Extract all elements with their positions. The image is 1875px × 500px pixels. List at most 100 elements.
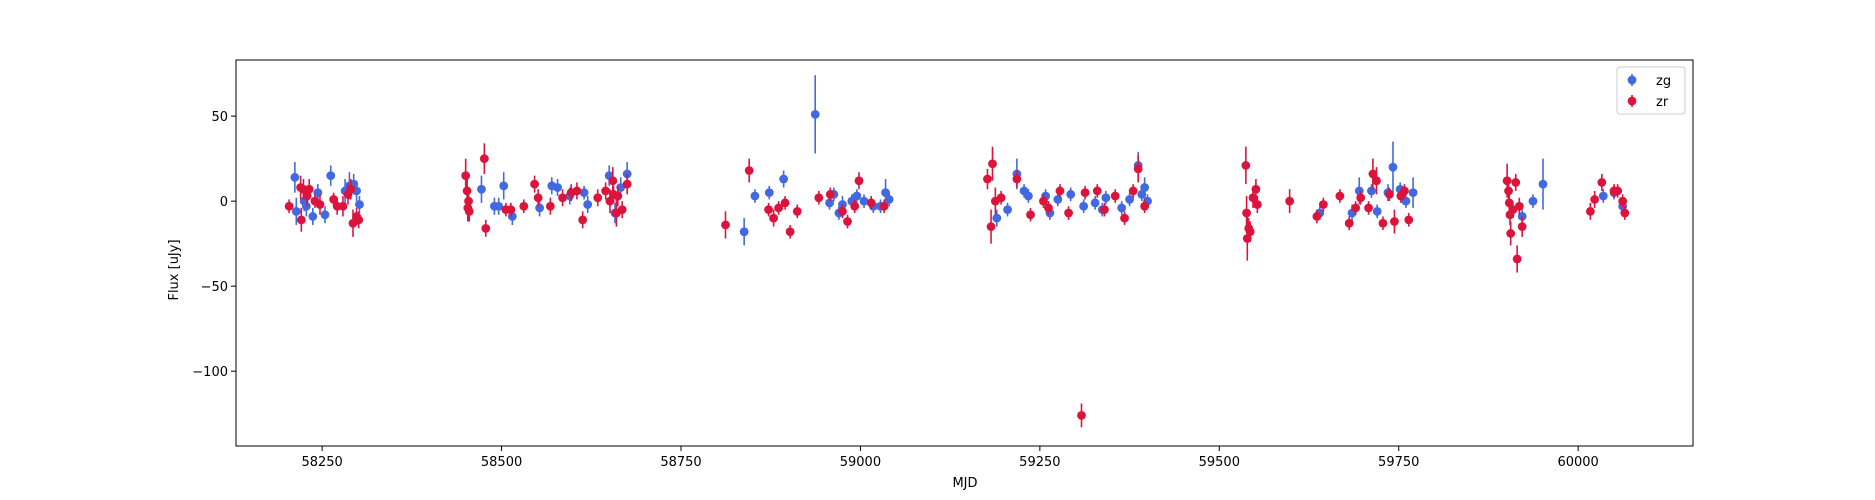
data-point-zg: [825, 198, 834, 208]
data-point-zg: [1140, 183, 1150, 192]
data-point-zr: [1064, 208, 1073, 218]
data-point-zr: [1044, 203, 1053, 213]
data-point-zr: [1400, 186, 1409, 196]
data-point-zg: [290, 172, 300, 182]
x-tick-label: 58250: [301, 455, 342, 470]
data-point-zr: [721, 220, 730, 230]
data-point-zg: [1388, 162, 1398, 172]
data-point-zr: [1252, 200, 1262, 209]
data-point-zg: [1066, 189, 1076, 199]
data-point-zr: [1514, 201, 1524, 211]
data-point-zr: [622, 179, 632, 189]
data-point-zr: [1128, 186, 1138, 196]
data-point-zr: [1618, 196, 1628, 206]
data-point-zr: [866, 198, 876, 208]
data-point-zr: [814, 193, 824, 203]
data-point-zr: [608, 176, 618, 186]
data-point-zr: [1508, 205, 1518, 215]
data-point-zr: [1251, 184, 1261, 194]
data-point-zr: [1318, 200, 1328, 209]
data-point-zr: [354, 215, 364, 225]
data-point-zg: [1598, 191, 1608, 201]
data-point-zr: [1055, 186, 1065, 196]
data-point-zg: [535, 203, 545, 213]
data-point-zr: [1368, 169, 1378, 179]
data-point-zg: [1090, 198, 1100, 208]
data-point-zr: [1356, 193, 1366, 203]
data-point-zr: [304, 184, 314, 194]
data-point-zg: [1372, 206, 1382, 216]
data-point-zg: [1367, 186, 1376, 196]
x-tick-label: 60000: [1557, 455, 1598, 470]
data-point-zr: [1404, 215, 1414, 225]
data-point-zr: [461, 171, 471, 181]
data-point-zg: [1408, 188, 1418, 198]
data-point-zr: [558, 193, 567, 203]
data-point-zr: [879, 201, 889, 211]
data-point-zr: [1390, 217, 1399, 226]
data-point-zr: [1241, 161, 1251, 170]
data-point-zr: [1012, 174, 1022, 184]
data-point-zr: [284, 201, 294, 211]
data-point-zg: [1125, 195, 1134, 204]
y-tick-label: −100: [192, 365, 228, 380]
data-point-zg: [884, 195, 894, 204]
data-point-zr: [1512, 254, 1522, 264]
data-point-zg: [764, 188, 774, 198]
x-tick-label: 59000: [840, 455, 881, 470]
data-point-zr: [988, 159, 997, 169]
data-point-zr: [780, 198, 790, 208]
data-point-zr: [464, 206, 474, 216]
series-zr: [284, 143, 1630, 428]
data-point-zr: [1245, 227, 1255, 237]
data-point-zg: [320, 210, 330, 220]
data-point-zr: [1312, 212, 1322, 221]
data-point-zr: [462, 186, 472, 196]
data-point-zr: [1506, 229, 1516, 238]
data-point-zg: [1538, 179, 1548, 189]
data-point-zr: [605, 196, 615, 206]
y-axis-label: Flux [uJy]: [167, 239, 182, 300]
data-point-zr: [769, 213, 778, 223]
legend-marker-zg: [1627, 75, 1637, 85]
x-tick-label: 58500: [481, 455, 522, 470]
data-point-zr: [850, 201, 860, 211]
data-point-zr: [1140, 201, 1150, 211]
data-point-zr: [1597, 178, 1607, 187]
data-point-zr: [983, 174, 992, 184]
data-point-zr: [530, 179, 539, 189]
data-point-zr: [346, 184, 356, 194]
legend-marker-zr: [1627, 96, 1637, 106]
data-point-zg: [553, 183, 562, 192]
x-tick-label: 59500: [1199, 455, 1240, 470]
data-point-zg: [992, 213, 1002, 223]
data-point-zr: [785, 227, 795, 237]
x-tick-label: 58750: [660, 455, 701, 470]
data-point-zr: [1100, 205, 1109, 215]
data-point-zg: [579, 188, 589, 198]
data-point-zr: [617, 205, 627, 215]
x-axis-label: MJD: [952, 476, 977, 491]
data-point-zr: [1502, 176, 1512, 186]
data-point-zr: [578, 215, 588, 225]
data-point-zr: [481, 223, 491, 233]
data-point-zr: [1351, 203, 1361, 213]
x-tick-label: 59750: [1378, 455, 1419, 470]
data-point-zr: [1120, 213, 1129, 223]
data-point-zg: [1528, 196, 1538, 206]
data-point-zr: [1517, 222, 1527, 232]
data-point-zr: [986, 222, 996, 232]
data-point-zg: [308, 212, 318, 221]
data-point-zg: [810, 110, 820, 119]
data-point-zr: [1620, 208, 1630, 218]
data-point-zr: [296, 215, 306, 225]
data-point-zr: [1039, 196, 1048, 206]
data-point-zr: [329, 195, 339, 204]
data-point-zg: [859, 196, 869, 206]
data-point-zr: [1285, 196, 1295, 206]
data-point-zg: [583, 200, 593, 209]
data-point-zr: [1110, 191, 1120, 201]
series-zg: [290, 75, 1628, 246]
y-tick-label: −50: [201, 280, 228, 295]
